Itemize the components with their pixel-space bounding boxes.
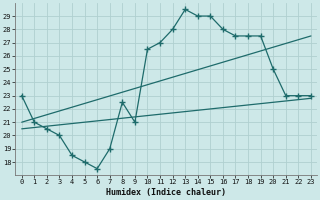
X-axis label: Humidex (Indice chaleur): Humidex (Indice chaleur) <box>106 188 226 197</box>
